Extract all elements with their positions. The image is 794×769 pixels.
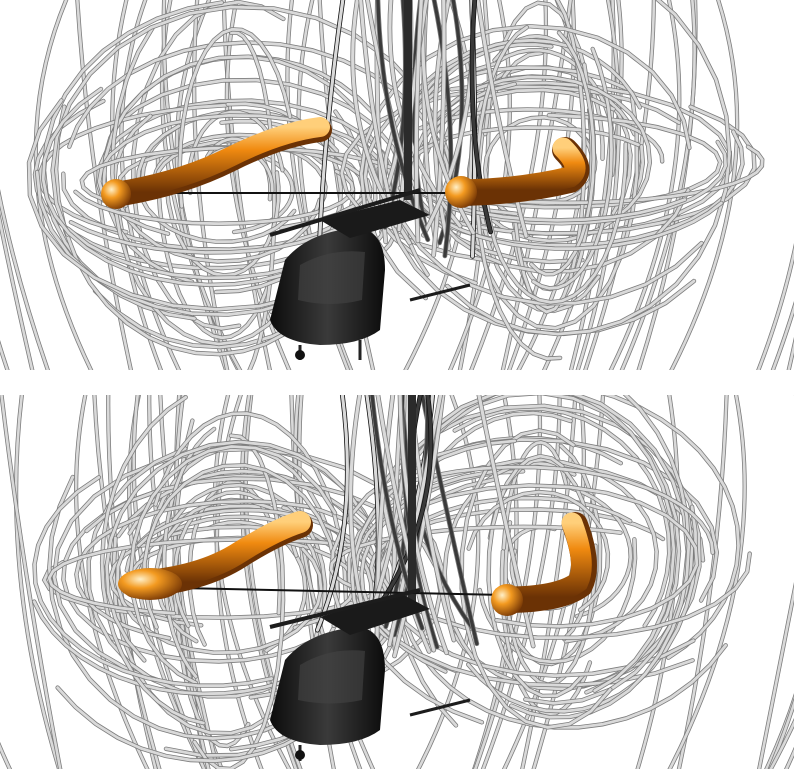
engine-housing: [320, 593, 430, 635]
streamline-highlight: [432, 0, 446, 257]
streamline-highlight: [47, 537, 355, 615]
rotor-blade: [269, 188, 421, 237]
vortex-tube-right: [445, 137, 590, 208]
streamline-highlight: [757, 246, 794, 370]
streamline-highlight: [165, 171, 280, 277]
rotor-blade: [269, 588, 421, 629]
streamline: [770, 300, 794, 370]
streamline-highlight: [470, 0, 493, 234]
streamline-highlight: [414, 483, 699, 628]
rotor-blade: [179, 587, 506, 596]
streamline-highlight: [225, 0, 291, 370]
streamline-highlight: [0, 342, 9, 370]
cockpit-window: [298, 650, 365, 704]
streamline-highlight: [457, 113, 722, 209]
streamline-highlight: [376, 395, 436, 652]
streamline-highlight: [74, 395, 149, 769]
streamline-highlight: [154, 412, 348, 602]
streamline-highlight: [74, 499, 312, 640]
helicopter-body: [140, 0, 471, 360]
streamline-highlight: [41, 87, 308, 287]
top-scene: [0, 0, 794, 370]
streamline-highlight: [768, 699, 794, 769]
streamline-highlight: [432, 0, 453, 258]
streamline-highlight: [230, 31, 276, 370]
streamline-highlight: [110, 26, 283, 346]
rotor-mast: [408, 395, 416, 605]
vortex-cap: [101, 179, 131, 209]
streamline-highlight: [757, 584, 794, 769]
streamline-highlight: [670, 0, 739, 370]
streamline-highlight: [0, 192, 50, 370]
helicopter-body: [179, 395, 506, 761]
streamline-highlight: [143, 463, 340, 629]
streamline-highlight: [162, 427, 216, 678]
streamline: [0, 339, 10, 370]
vortex-cap: [118, 568, 182, 600]
streamline-highlight: [477, 395, 535, 648]
streamline-highlight: [222, 0, 272, 370]
panel-separator: [0, 370, 794, 395]
streamline-highlight: [329, 438, 719, 645]
bottom-scene: [0, 395, 794, 769]
streamline-highlight: [448, 0, 512, 370]
streamline-highlight: [80, 146, 417, 207]
streamline: [756, 242, 794, 370]
rotor-blade: [409, 283, 471, 302]
vortex-tube-left: [118, 511, 313, 600]
streamline-highlight: [576, 0, 621, 370]
top-panel: [0, 0, 794, 370]
wheel: [295, 350, 305, 360]
streamline-highlight: [476, 0, 528, 238]
streamline-highlight: [467, 490, 610, 612]
streamline-highlight: [490, 458, 659, 643]
rotor-blade: [409, 698, 471, 717]
streamline-highlight: [487, 454, 586, 698]
streamline-highlight: [532, 47, 613, 290]
streamline-highlight: [392, 395, 445, 658]
streamline-highlight: [74, 169, 355, 226]
streamline-highlight: [0, 395, 62, 769]
vortex-cap: [491, 584, 523, 616]
streamline-highlight: [771, 303, 794, 370]
vortex-cap: [445, 176, 477, 208]
engine-housing: [320, 200, 430, 238]
streamline-highlight: [569, 486, 633, 618]
streamline-highlight: [115, 547, 323, 655]
streamline-highlight: [520, 395, 577, 769]
streamline-highlight: [136, 124, 296, 244]
streamline-highlight: [61, 489, 318, 663]
streamline-highlight: [529, 31, 596, 276]
streamline-highlight: [359, 0, 398, 228]
streamline-highlight: [417, 395, 676, 693]
streamline-highlight: [112, 114, 322, 263]
streamline-highlight: [157, 483, 327, 627]
streamline-highlight: [315, 395, 349, 632]
streamline-highlight: [102, 55, 356, 284]
streamline-highlight: [100, 395, 205, 725]
streamline-highlight: [380, 524, 752, 640]
streamline-highlight: [14, 395, 61, 769]
streamline-highlight: [33, 475, 273, 687]
rotor-mast: [404, 0, 412, 200]
cockpit-window: [298, 251, 365, 304]
streamline-highlight: [0, 215, 34, 370]
streamline-highlight: [415, 75, 652, 221]
streamline-highlight: [178, 27, 292, 208]
streamline-highlight: [129, 445, 337, 685]
streamline-highlight: [474, 25, 562, 361]
streamline-highlight: [445, 0, 731, 336]
vortex-tube-left: [101, 117, 332, 209]
wheel: [295, 750, 305, 760]
vortex-tube-right: [491, 512, 597, 616]
streamline-highlight: [443, 461, 576, 660]
streamline-highlight: [509, 395, 691, 719]
bottom-panel: [0, 395, 794, 769]
streamline-highlight: [382, 465, 715, 555]
